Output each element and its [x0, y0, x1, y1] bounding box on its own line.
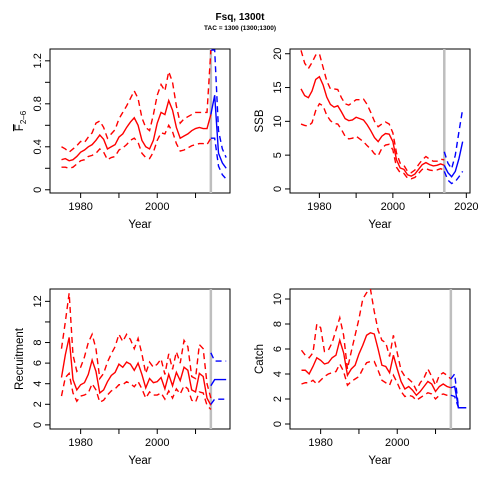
plot-area	[61, 49, 227, 193]
x-tick-label: 1980	[68, 437, 92, 449]
figure-title: Fsq, 1300t	[216, 12, 266, 23]
y-tick-label: 10	[272, 293, 284, 305]
plot-area	[60, 289, 227, 429]
panel-catch: 1980 2000 0 2 4 6 8 10 Year Catch	[254, 288, 471, 467]
history-upper-bound-line	[300, 289, 452, 392]
plot-area	[300, 289, 467, 429]
x-tick-label: 2000	[145, 437, 169, 449]
x-tick-label: 1980	[68, 201, 92, 213]
y-axis-title-main: F	[14, 124, 26, 131]
x-axis-title: Year	[368, 219, 391, 231]
y-tick-label: 20	[272, 48, 284, 60]
history-lower-bound-line	[60, 371, 212, 410]
y-tick-label: 6	[272, 346, 284, 352]
y-tick-label: 0	[32, 187, 44, 193]
x-tick-label: 2020	[454, 201, 478, 213]
y-tick-label: 0	[272, 186, 284, 192]
history-median-line	[60, 337, 212, 406]
y-tick-label: 0.8	[32, 96, 44, 111]
x-axis-title: Year	[128, 219, 151, 231]
forecast-lower-bound-line	[210, 137, 227, 180]
forecast-upper-bound-line	[450, 372, 467, 409]
y-tick-label: 0	[32, 422, 44, 428]
forecast-median-line	[443, 141, 464, 178]
history-median-line	[301, 331, 452, 397]
x-tick-label: 2000	[145, 201, 169, 213]
figure-subtitle: TAC = 1300 (1300;1300)	[204, 25, 276, 32]
y-tick-label: 5	[272, 152, 284, 158]
history-median-line	[300, 75, 445, 177]
panel-fbar: 1980 2000 0 0.4 0.8 1.2 Year F2–6	[14, 48, 231, 231]
panel-ssb: 1980 2000 2020 0 5 10 15 20 Year SSB	[254, 48, 479, 231]
x-tick-label: 1980	[308, 437, 332, 449]
y-tick-label: 1.2	[32, 53, 44, 68]
y-tick-label: 6	[32, 360, 44, 366]
x-tick-label: 2000	[385, 437, 409, 449]
y-tick-label: 15	[272, 81, 284, 93]
plot-frame	[289, 288, 471, 430]
y-axis-title: Recruitment	[14, 327, 26, 390]
x-axis-title: Year	[368, 455, 391, 467]
y-axis-title: Catch	[254, 344, 266, 374]
panel-recruitment: 1980 2000 0 2 4 6 8 12 Year Recruitment	[14, 288, 231, 467]
y-tick-label: 8	[32, 339, 44, 345]
forecast-upper-bound-line	[443, 109, 464, 171]
forecast-lower-bound-line	[210, 398, 227, 405]
y-axis-title: SSB	[254, 109, 266, 132]
forecast-upper-bound-line	[210, 352, 227, 362]
history-lower-bound-line	[301, 360, 451, 402]
y-tick-label: 10	[272, 115, 284, 127]
x-tick-label: 1980	[307, 201, 331, 213]
forecast-median-line	[210, 378, 227, 387]
y-tick-label: 0	[272, 421, 284, 427]
plot-area	[300, 49, 464, 193]
y-tick-label: 2	[32, 401, 44, 407]
history-upper-bound-line	[300, 50, 445, 174]
history-lower-bound-line	[61, 123, 212, 170]
history-upper-bound-line	[61, 50, 212, 154]
y-tick-label: 4	[272, 371, 284, 377]
x-tick-label: 2000	[381, 201, 405, 213]
y-axis-title: F2–6	[14, 110, 28, 131]
x-axis-title: Year	[128, 455, 151, 467]
y-tick-label: 8	[272, 321, 284, 327]
forecast-median-line	[210, 95, 227, 169]
y-tick-label: 2	[272, 396, 284, 402]
y-tick-label: 12	[32, 295, 44, 307]
plot-frame	[49, 288, 231, 430]
forecast-upper-bound-line	[210, 49, 227, 158]
plot-frame	[289, 48, 471, 194]
plot-frame	[49, 48, 231, 194]
forecast-lower-bound-line	[443, 170, 464, 185]
history-median-line	[61, 98, 212, 162]
history-lower-bound-line	[300, 102, 445, 180]
y-tick-label: 0.4	[32, 139, 44, 154]
forecast-median-line	[450, 385, 467, 409]
y-tick-label: 4	[32, 381, 44, 387]
y-axis-title-subscript: 2–6	[19, 110, 28, 124]
